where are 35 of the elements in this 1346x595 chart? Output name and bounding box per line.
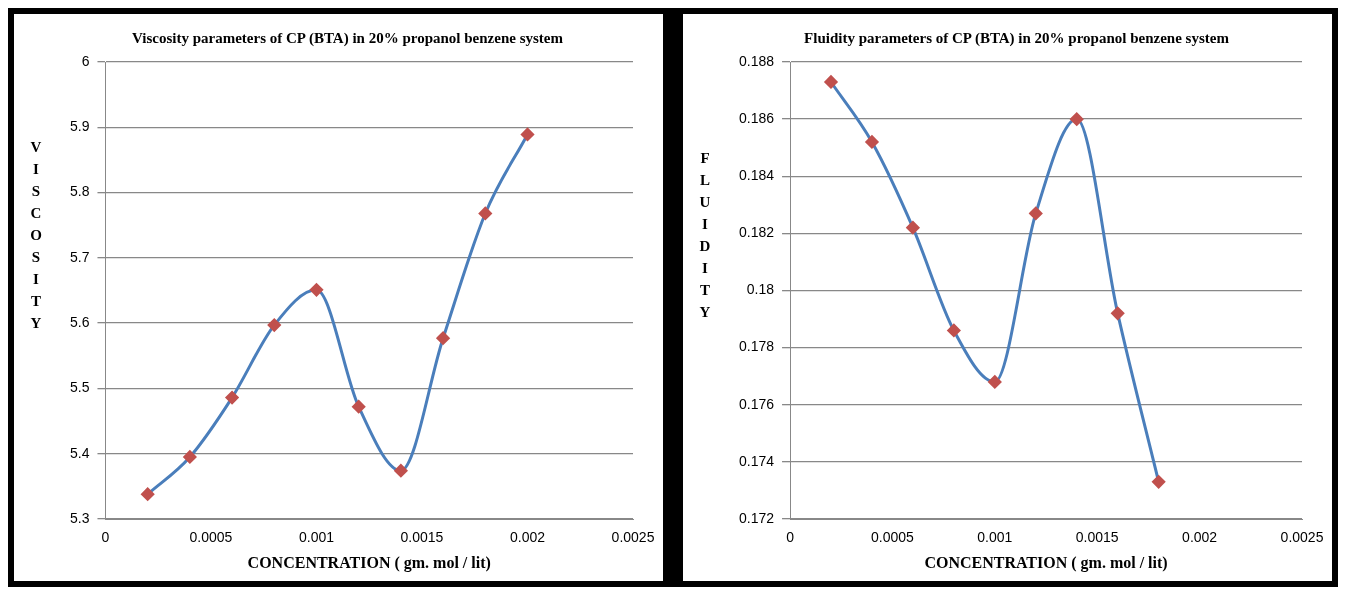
y-tick-label: 0.18 bbox=[746, 281, 775, 298]
y-tick-label: 0.186 bbox=[738, 109, 775, 126]
y-tick-label: 0.172 bbox=[738, 509, 775, 526]
y-tick-label: 5.8 bbox=[69, 183, 90, 200]
y-tick-label: 5.9 bbox=[69, 118, 90, 135]
x-tick-label: 0.001 bbox=[298, 529, 335, 546]
y-tick-label: 0.188 bbox=[738, 52, 775, 69]
y-tick-label: 6 bbox=[81, 52, 90, 69]
x-tick-label: 0.0005 bbox=[189, 529, 233, 546]
text: VISCOSITY bbox=[30, 138, 42, 331]
x-tick-label: 0 bbox=[786, 529, 795, 546]
x-tick-label: 0 bbox=[101, 529, 110, 546]
y-tick-label: 5.4 bbox=[69, 444, 90, 461]
y-tick-label: 0.176 bbox=[738, 395, 775, 412]
y-tick-label: 0.182 bbox=[738, 224, 775, 241]
x-axis-title: CONCENTRATION ( gm. mol / lit) bbox=[924, 553, 1168, 572]
chart-title: Fluidity parameters of CP (BTA) in 20% propanol benzene system bbox=[804, 29, 1230, 47]
chart-title: Viscosity parameters of CP (BTA) in 20% propanol benzene system bbox=[132, 29, 564, 47]
x-axis-title: CONCENTRATION ( gm. mol / lit) bbox=[247, 553, 491, 572]
x-tick-label: 0.0015 bbox=[400, 529, 444, 546]
x-tick-label: 0.0015 bbox=[1075, 529, 1119, 546]
y-tick-label: 0.184 bbox=[738, 167, 775, 184]
y-tick-label: 0.174 bbox=[738, 452, 775, 469]
y-tick-label: 5.5 bbox=[69, 379, 90, 396]
y-tick-label: 5.3 bbox=[69, 509, 90, 526]
y-tick-label: 0.178 bbox=[738, 338, 775, 355]
x-tick-label: 0.002 bbox=[1182, 529, 1218, 546]
x-tick-label: 0.0025 bbox=[1280, 529, 1324, 546]
y-tick-label: 5.6 bbox=[69, 314, 90, 330]
x-tick-label: 0.0005 bbox=[871, 529, 915, 546]
x-tick-label: 0.001 bbox=[977, 529, 1013, 546]
x-tick-label: 0.002 bbox=[509, 529, 546, 546]
y-axis-title: FLUIDITY bbox=[699, 149, 711, 320]
x-tick-label: 0.0025 bbox=[611, 529, 655, 546]
y-tick-label: 5.7 bbox=[69, 248, 90, 265]
